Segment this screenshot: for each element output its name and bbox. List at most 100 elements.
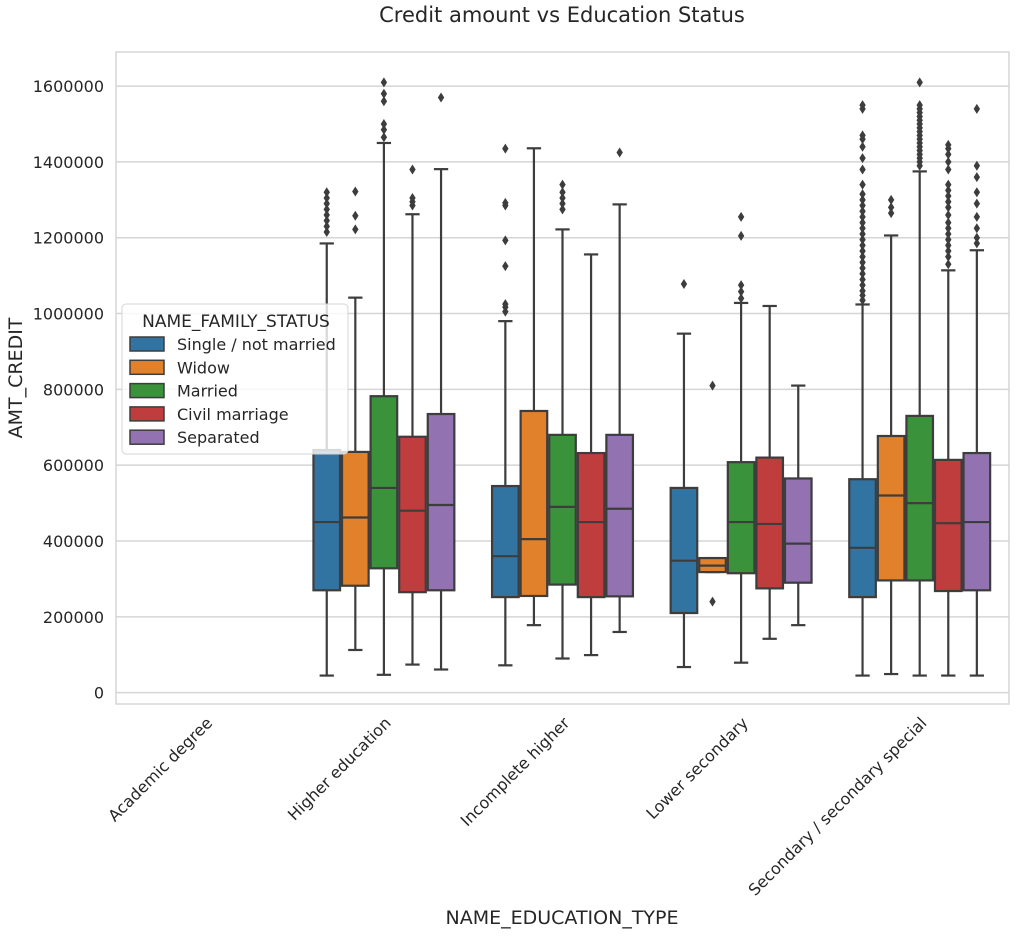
box-iqr: [876, 434, 906, 582]
outlier-point: [859, 251, 866, 262]
box-separated-1: [426, 92, 456, 671]
outlier-point: [380, 132, 388, 143]
outlier-point: [945, 234, 952, 245]
outlier-point: [973, 160, 981, 171]
y-tick-label: 1200000: [33, 229, 104, 248]
outlier-point: [323, 221, 330, 232]
outlier-point: [737, 280, 745, 291]
outlier-point: [737, 293, 745, 304]
y-tick-labels: 0 200000 400000 600000 800000 1000000 1200000 1…: [33, 77, 104, 703]
outlier-point: [380, 119, 388, 130]
outlier-point: [859, 280, 866, 291]
outlier-point: [859, 164, 866, 175]
outlier-point: [973, 211, 981, 222]
outlier-point: [973, 187, 981, 198]
outlier-point: [559, 192, 566, 203]
outlier-point: [352, 210, 359, 221]
legend-label: Civil marriage: [177, 405, 289, 424]
outlier-point: [502, 143, 509, 154]
y-tick-label: 0: [94, 684, 104, 703]
y-tick-label: 1600000: [33, 77, 104, 96]
outlier-point: [859, 189, 866, 200]
box-single-not-married-3: [669, 278, 699, 669]
box-civil-marriage-2: [576, 253, 606, 657]
outlier-point: [352, 186, 359, 197]
box-iqr: [548, 433, 577, 586]
legend-swatch: [129, 336, 165, 352]
box-series-layer: [312, 77, 992, 677]
outlier-point: [859, 206, 866, 217]
box-single-not-married-1: [312, 187, 342, 677]
outlier-point: [859, 200, 866, 211]
legend-title: NAME_FAMILY_STATUS: [142, 312, 330, 332]
outlier-point: [945, 259, 952, 270]
outlier-point: [559, 179, 566, 190]
outlier-point: [859, 268, 866, 279]
legend-frame: [121, 303, 349, 455]
outlier-point: [859, 223, 866, 234]
outlier-point: [323, 215, 330, 226]
outlier-point: [973, 103, 981, 114]
legend-label: Single / not married: [177, 335, 336, 354]
outlier-point: [323, 210, 330, 220]
box-iqr: [726, 461, 756, 575]
outlier-point: [680, 278, 688, 289]
outlier-point: [380, 124, 388, 135]
y-axis-label: AMT_CREDIT: [5, 317, 27, 438]
outlier-point: [502, 235, 509, 246]
box-separated-4: [962, 103, 992, 677]
box-iqr: [669, 486, 699, 615]
box-widow-3: [698, 380, 727, 607]
outlier-point: [945, 217, 952, 228]
box-widow-1: [340, 186, 370, 652]
outlier-point: [973, 198, 981, 209]
outlier-point: [945, 139, 952, 150]
outlier-point: [559, 198, 566, 209]
box-married-2: [548, 179, 577, 660]
box-civil-marriage-1: [398, 164, 427, 666]
outlier-point: [859, 153, 866, 164]
box-iqr: [933, 458, 963, 593]
outlier-point: [859, 179, 866, 190]
outlier-point: [859, 141, 866, 152]
legend-entries: Single / not married Widow Married Civil ma…: [129, 335, 336, 447]
outlier-point: [559, 204, 566, 215]
outlier-point: [945, 196, 952, 207]
outlier-point: [945, 149, 952, 160]
box-iqr: [519, 409, 549, 598]
box-iqr: [576, 451, 606, 599]
box-iqr: [398, 435, 427, 594]
outlier-point: [859, 240, 866, 251]
outlier-point: [859, 257, 866, 268]
box-iqr: [905, 414, 935, 582]
outlier-point: [323, 227, 330, 238]
outlier-point: [709, 596, 716, 607]
box-iqr: [312, 448, 342, 592]
x-tick-labels: Academic degree Higher education Incomplet…: [104, 713, 930, 899]
legend-label: Married: [177, 382, 238, 401]
box-single-not-married-2: [490, 143, 520, 667]
legend-swatch: [129, 429, 165, 445]
outlier-point: [859, 194, 866, 205]
box-iqr: [340, 450, 370, 587]
box-iqr: [490, 484, 520, 599]
y-tick-label: 1400000: [33, 153, 104, 172]
outlier-point: [945, 228, 952, 239]
legend-swatch: [129, 406, 165, 422]
plot-frame: [115, 51, 1010, 705]
box-separated-2: [605, 147, 635, 634]
outlier-point: [409, 164, 416, 175]
box-married-1: [369, 77, 399, 676]
outlier-point: [380, 88, 388, 99]
box-iqr: [848, 478, 877, 599]
outlier-point: [409, 192, 416, 203]
outlier-point: [887, 194, 895, 205]
outlier-point: [437, 92, 445, 103]
y-tick-label: 800000: [43, 380, 104, 399]
box-widow-2: [519, 147, 549, 627]
outlier-point: [945, 156, 952, 167]
box-married-4: [905, 77, 935, 677]
outlier-point: [559, 187, 566, 198]
x-axis-label: NAME_EDUCATION_TYPE: [446, 907, 679, 929]
